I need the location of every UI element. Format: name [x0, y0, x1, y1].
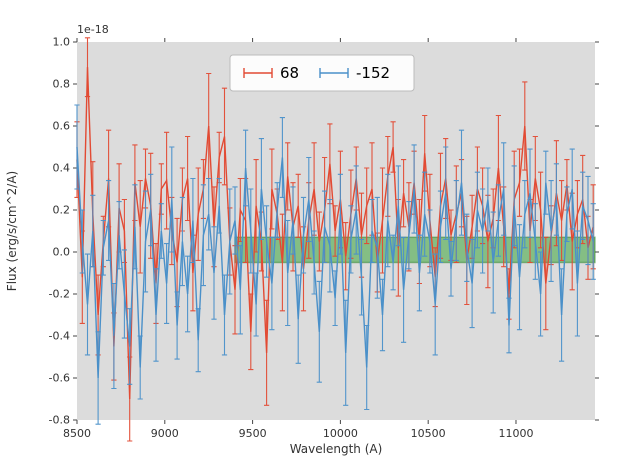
- legend-entry-68: 68: [243, 64, 299, 82]
- tick-labels: 8500 9000 9500 10000 10500 11000 -0.8 -0.6 -0.4 -…: [49, 36, 534, 441]
- x-tick-label: 9500: [239, 427, 267, 440]
- y-axis-label: Flux (erg/s/cm^2/A): [5, 171, 19, 291]
- legend-label: 68: [280, 64, 299, 82]
- x-tick-label: 10500: [411, 427, 446, 440]
- x-tick-label: 8500: [63, 427, 91, 440]
- y-tick-label: 0.8: [53, 78, 71, 91]
- y-tick-label: -0.8: [49, 414, 70, 427]
- series--152: [74, 104, 596, 425]
- y-tick-label: 0.4: [53, 162, 71, 175]
- x-tick-label: 10000: [323, 427, 358, 440]
- y-tick-label: -0.2: [49, 288, 70, 301]
- x-tick-label: 11000: [498, 427, 533, 440]
- legend-label: -152: [356, 64, 390, 82]
- y-tick-label: -0.4: [49, 330, 70, 343]
- y-axis-offset-text: 1e-18: [77, 23, 109, 36]
- line--152: [76, 146, 594, 379]
- x-axis-label: Wavelength (A): [290, 442, 383, 456]
- y-tick-label: 0.0: [53, 246, 71, 259]
- y-tick-label: 0.2: [53, 204, 71, 217]
- legend-entry--152: -152: [319, 64, 390, 82]
- axes-ticks: [73, 38, 599, 424]
- legend: 68 -152: [229, 54, 415, 92]
- x-tick-label: 9000: [151, 427, 179, 440]
- y-tick-label: 1.0: [53, 36, 71, 49]
- y-tick-label: -0.6: [49, 372, 70, 385]
- plot-area: [77, 42, 595, 420]
- y-tick-label: 0.6: [53, 120, 71, 133]
